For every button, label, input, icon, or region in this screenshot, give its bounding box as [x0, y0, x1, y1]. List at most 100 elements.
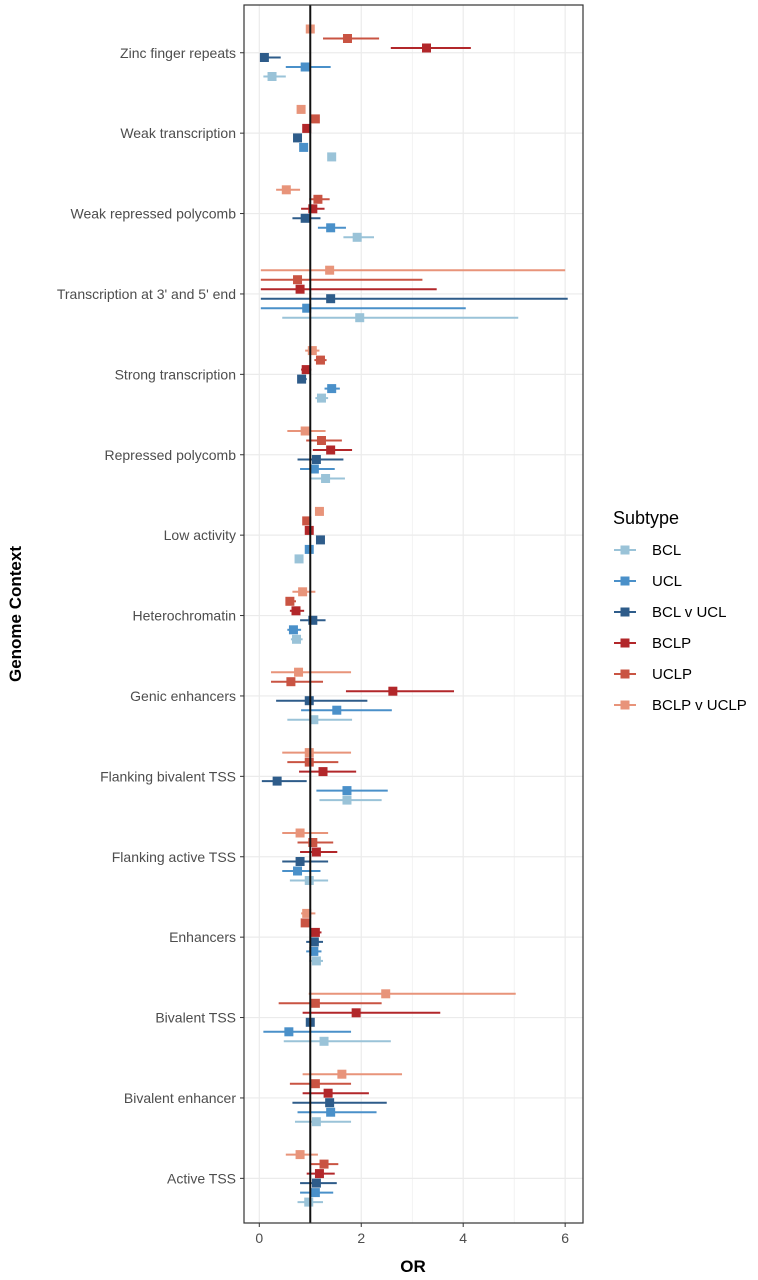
- legend-label-bclp: BCLP: [652, 635, 691, 652]
- legend-key-bclp: [620, 638, 630, 648]
- point-ucl-flanking-bivalent-tss: [342, 786, 352, 796]
- point-bcl-v-ucl-weak-transcription: [293, 133, 303, 143]
- point-ucl-repressed-polycomb: [309, 464, 319, 474]
- point-bclp-v-uclp-repressed-polycomb: [300, 426, 310, 436]
- point-uclp-bivalent-enhancer: [310, 1079, 320, 1089]
- point-bclp-v-uclp-low-activity: [314, 506, 324, 516]
- y-tick-label-zinc-finger-repeats: Zinc finger repeats: [120, 45, 236, 61]
- legend-key-ucl: [620, 576, 630, 586]
- point-uclp-weak-transcription: [310, 114, 320, 124]
- point-ucl-active-tss: [310, 1188, 320, 1198]
- point-bcl-low-activity: [294, 554, 304, 564]
- point-bcl-active-tss: [304, 1197, 314, 1207]
- point-ucl-bivalent-enhancer: [326, 1107, 336, 1117]
- point-bcl-repressed-polycomb: [321, 474, 331, 483]
- x-axis-title: OR: [400, 1257, 426, 1276]
- point-ucl-enhancers: [309, 946, 319, 956]
- point-uclp-bivalent-tss: [310, 998, 320, 1008]
- x-tick-label: 6: [561, 1230, 569, 1246]
- point-bclp-heterochromatin: [291, 606, 301, 616]
- x-tick-label: 2: [357, 1230, 365, 1246]
- point-bcl-strong-transcription: [316, 393, 326, 403]
- y-tick-label-weak-transcription: Weak transcription: [120, 125, 236, 141]
- y-tick-label-active-tss: Active TSS: [167, 1170, 236, 1186]
- point-bclp-bivalent-enhancer: [323, 1088, 333, 1098]
- point-bclp-bivalent-tss: [351, 1008, 361, 1018]
- point-uclp-low-activity: [302, 516, 312, 526]
- point-uclp-flanking-bivalent-tss: [304, 757, 314, 767]
- point-bclp-v-uclp-weak-repressed-polycomb: [281, 185, 291, 195]
- point-bclp-v-uclp-bivalent-tss: [381, 989, 391, 999]
- point-uclp-flanking-active-tss: [308, 838, 318, 847]
- point-bcl-genic-enhancers: [309, 715, 319, 725]
- legend: Subtype BCL UCL BCL v UCL BCLP UCLP BCLP v UC…: [613, 508, 747, 714]
- point-ucl-low-activity: [304, 544, 314, 554]
- legend-label-bcl: BCL: [652, 542, 681, 559]
- point-bclp-repressed-polycomb: [326, 445, 336, 455]
- legend-key-bclp-v-uclp: [620, 700, 630, 710]
- point-uclp-strong-transcription: [315, 355, 325, 365]
- point-bclp-zinc-finger-repeats: [421, 43, 431, 53]
- point-bcl-transcription-at-3-and-5-end: [355, 313, 365, 323]
- point-uclp-heterochromatin: [285, 596, 295, 606]
- point-bcl-weak-repressed-polycomb: [352, 232, 362, 242]
- point-bcl-v-ucl-flanking-active-tss: [295, 857, 305, 866]
- point-bcl-v-ucl-zinc-finger-repeats: [259, 53, 269, 62]
- panel-border: [243, 4, 584, 1224]
- y-axis-tick-labels: Zinc finger repeats Weak transcription Wea…: [57, 45, 244, 1186]
- point-uclp-zinc-finger-repeats: [342, 34, 352, 43]
- point-bclp-v-uclp-active-tss: [295, 1150, 305, 1160]
- legend-label-bclp-v-uclp: BCLP v UCLP: [652, 697, 747, 714]
- point-bcl-v-ucl-genic-enhancers: [304, 696, 314, 706]
- gridlines: [244, 5, 583, 1223]
- point-ucl-transcription-at-3-and-5-end: [302, 303, 312, 313]
- point-bcl-v-ucl-low-activity: [315, 535, 325, 545]
- y-tick-label-transcription-at-3-and-5-end: Transcription at 3' and 5' end: [57, 286, 236, 302]
- point-bclp-v-uclp-enhancers: [302, 908, 312, 918]
- y-tick-label-weak-repressed-polycomb: Weak repressed polycomb: [71, 206, 237, 222]
- point-bcl-heterochromatin: [292, 634, 302, 644]
- point-bcl-flanking-active-tss: [304, 876, 314, 885]
- point-bclp-v-uclp-heterochromatin: [298, 587, 308, 597]
- point-bcl-v-ucl-strong-transcription: [297, 374, 307, 384]
- point-bclp-v-uclp-flanking-bivalent-tss: [304, 748, 314, 758]
- point-bcl-enhancers: [311, 956, 321, 966]
- point-bclp-transcription-at-3-and-5-end: [295, 284, 305, 294]
- point-uclp-genic-enhancers: [286, 677, 296, 687]
- point-bclp-low-activity: [304, 525, 314, 535]
- y-tick-label-repressed-polycomb: Repressed polycomb: [104, 447, 236, 463]
- y-tick-label-bivalent-enhancer: Bivalent enhancer: [124, 1090, 236, 1106]
- legend-key-bcl-v-ucl: [620, 607, 630, 617]
- legend-label-uclp: UCLP: [652, 666, 692, 683]
- point-bclp-flanking-active-tss: [311, 847, 321, 857]
- y-tick-label-strong-transcription: Strong transcription: [115, 366, 236, 382]
- point-bcl-v-ucl-enhancers: [309, 937, 319, 947]
- point-ucl-bivalent-tss: [284, 1027, 294, 1037]
- point-bcl-v-ucl-heterochromatin: [308, 615, 318, 625]
- y-tick-label-flanking-bivalent-tss: Flanking bivalent TSS: [100, 768, 236, 784]
- legend-key-uclp: [620, 669, 630, 679]
- point-bclp-weak-transcription: [302, 123, 312, 133]
- point-bcl-flanking-bivalent-tss: [342, 795, 352, 805]
- point-bclp-genic-enhancers: [388, 686, 398, 696]
- point-uclp-enhancers: [300, 918, 310, 928]
- y-axis-title: Genome Context: [6, 546, 25, 682]
- legend-title: Subtype: [613, 508, 679, 528]
- point-uclp-transcription-at-3-and-5-end: [293, 275, 303, 285]
- point-bclp-v-uclp-bivalent-enhancer: [337, 1069, 347, 1079]
- point-ucl-strong-transcription: [327, 384, 337, 394]
- x-tick-label: 0: [255, 1230, 263, 1246]
- point-bcl-v-ucl-active-tss: [311, 1178, 321, 1188]
- point-uclp-repressed-polycomb: [316, 436, 326, 445]
- legend-label-ucl: UCL: [652, 573, 682, 590]
- point-bcl-v-ucl-bivalent-enhancer: [325, 1098, 335, 1108]
- x-axis-tick-labels: 0 2 4 6: [255, 1223, 569, 1246]
- point-bclp-weak-repressed-polycomb: [308, 204, 318, 214]
- point-ucl-weak-repressed-polycomb: [326, 223, 336, 233]
- point-ucl-genic-enhancers: [332, 705, 342, 715]
- point-ucl-weak-transcription: [299, 142, 309, 152]
- point-bcl-bivalent-tss: [319, 1036, 329, 1046]
- point-bcl-v-ucl-flanking-bivalent-tss: [272, 776, 282, 786]
